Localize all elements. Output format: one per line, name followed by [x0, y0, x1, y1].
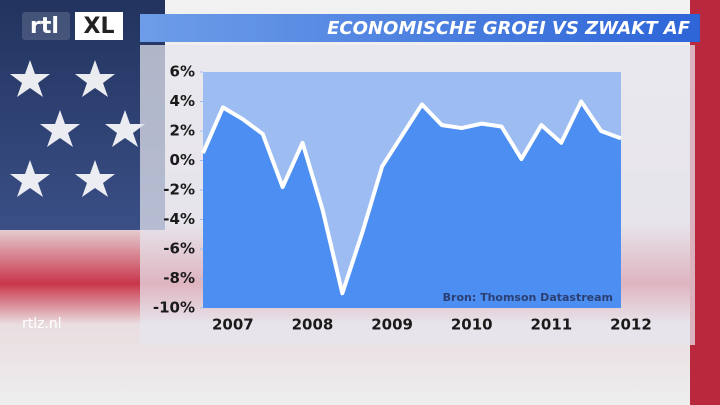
x-tick-label: 2008 — [292, 316, 334, 334]
chart-title: ECONOMISCHE GROEI VS ZWAKT AF — [327, 18, 691, 39]
y-tick-label: 6% — [170, 63, 195, 81]
title-bar — [140, 14, 700, 42]
x-tick-label: 2011 — [530, 316, 572, 334]
x-tick-label: 2009 — [371, 316, 413, 334]
website: rtlz.nl — [22, 316, 62, 332]
y-tick-label: -8% — [163, 269, 195, 287]
y-tick-label: -4% — [163, 210, 195, 228]
logo: rtl — [30, 14, 59, 39]
y-tick-label: -6% — [163, 240, 195, 258]
x-tick-label: 2010 — [451, 316, 493, 334]
y-tick-label: 2% — [170, 122, 195, 140]
y-tick-label: 0% — [170, 151, 195, 169]
stars — [10, 60, 145, 197]
y-tick-label: -10% — [153, 299, 195, 317]
logo-box — [22, 12, 70, 40]
x-tick-label: 2007 — [212, 316, 254, 334]
logo-suffix: XL — [84, 14, 115, 39]
y-tick-label: -2% — [163, 181, 195, 199]
line — [201, 99, 622, 296]
x-tick-label: 2012 — [610, 316, 652, 334]
annotation: Bron: Thomson Datastream — [443, 291, 613, 304]
logo-suffix-box — [75, 12, 123, 40]
y-tick-label: 4% — [170, 92, 195, 110]
